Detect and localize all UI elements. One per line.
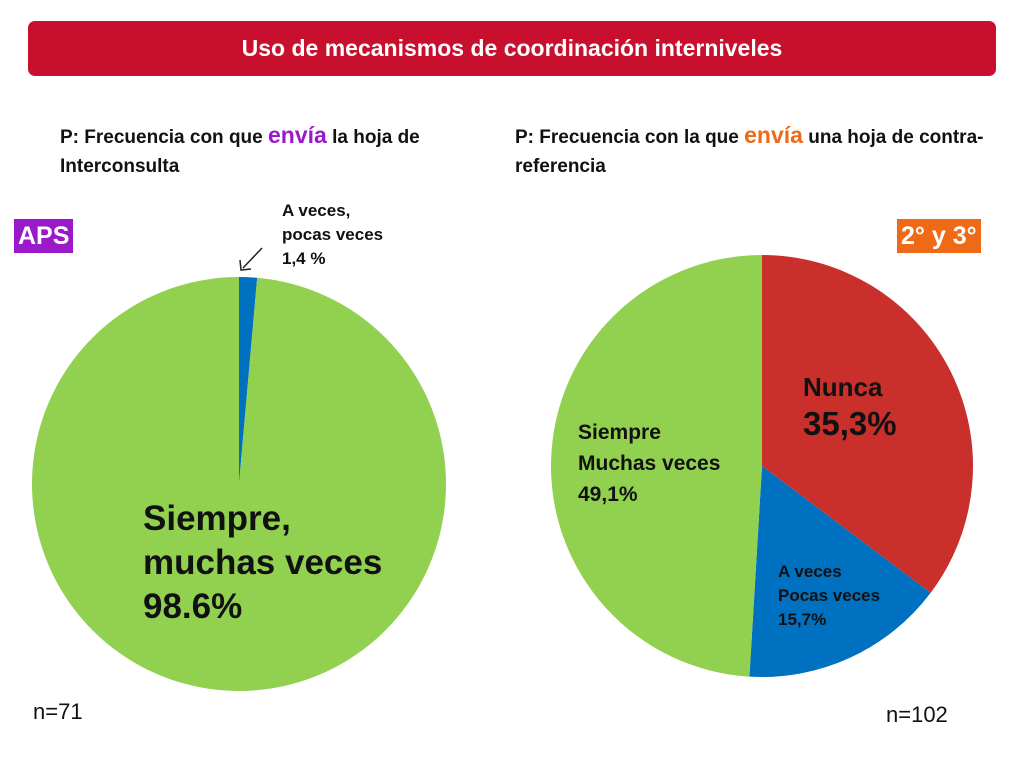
siempre-label-line: Muchas veces xyxy=(578,452,721,475)
left-small-slice-label: A veces, pocas veces 1,4 % xyxy=(282,199,383,271)
slide-title: Uso de mecanismos de coordinación intern… xyxy=(241,35,783,61)
left-sample-size: n=71 xyxy=(33,699,83,724)
right-siempre-label: Siempre Muchas veces 49,1% xyxy=(578,417,720,510)
left-small-label-line: 1,4 % xyxy=(282,249,326,268)
slide-title-banner: Uso de mecanismos de coordinación intern… xyxy=(28,21,996,76)
left-question-verb: envía xyxy=(268,122,327,148)
left-small-label-line: A veces, xyxy=(282,201,351,220)
right-question-prefix: P: Frecuencia con la que xyxy=(515,127,745,148)
right-question-verb: envía xyxy=(744,122,803,148)
left-pie-chart xyxy=(31,277,446,691)
right-pie-slice-2 xyxy=(550,255,762,677)
siempre-label-line: Siempre xyxy=(578,421,661,444)
small-slice-arrow xyxy=(239,247,263,271)
aveces-label-line: Pocas veces xyxy=(778,586,881,605)
left-question: P: Frecuencia con que envía la hoja de I… xyxy=(60,121,480,181)
nunca-label-line: Nunca xyxy=(803,372,883,402)
aveces-label-line: A veces xyxy=(778,562,842,581)
right-question-suffix: una hoja de contra-referencia xyxy=(515,127,984,177)
right-pie-slice-1 xyxy=(749,466,931,678)
aps-tag: APS xyxy=(14,219,74,253)
left-big-label-line: Siempre, xyxy=(143,499,291,538)
right-sample-size: n=102 xyxy=(886,702,948,727)
right-aveces-label: A veces Pocas veces 15,7% xyxy=(778,560,880,632)
left-question-suffix: la hoja de Interconsulta xyxy=(60,127,420,177)
left-small-label-line: pocas veces xyxy=(282,225,384,244)
aveces-label-line: 15,7% xyxy=(778,610,827,629)
left-big-slice-label: Siempre, muchas veces 98.6% xyxy=(143,497,382,629)
left-question-prefix: P: Frecuencia con que xyxy=(60,127,268,148)
right-pie-slice-0 xyxy=(762,255,973,593)
level-2y3-tag: 2° y 3° xyxy=(897,219,981,253)
left-pie-slice-0 xyxy=(239,277,258,484)
left-big-label-line: muchas veces xyxy=(143,543,383,582)
left-big-label-line: 98.6% xyxy=(143,587,243,626)
left-pie-slice-1 xyxy=(31,277,446,691)
right-nunca-label: Nunca 35,3% xyxy=(803,370,897,444)
right-pie-chart xyxy=(550,255,973,678)
siempre-label-line: 49,1% xyxy=(578,483,638,506)
right-question: P: Frecuencia con la que envía una hoja … xyxy=(515,121,985,181)
nunca-label-line: 35,3% xyxy=(803,405,897,442)
